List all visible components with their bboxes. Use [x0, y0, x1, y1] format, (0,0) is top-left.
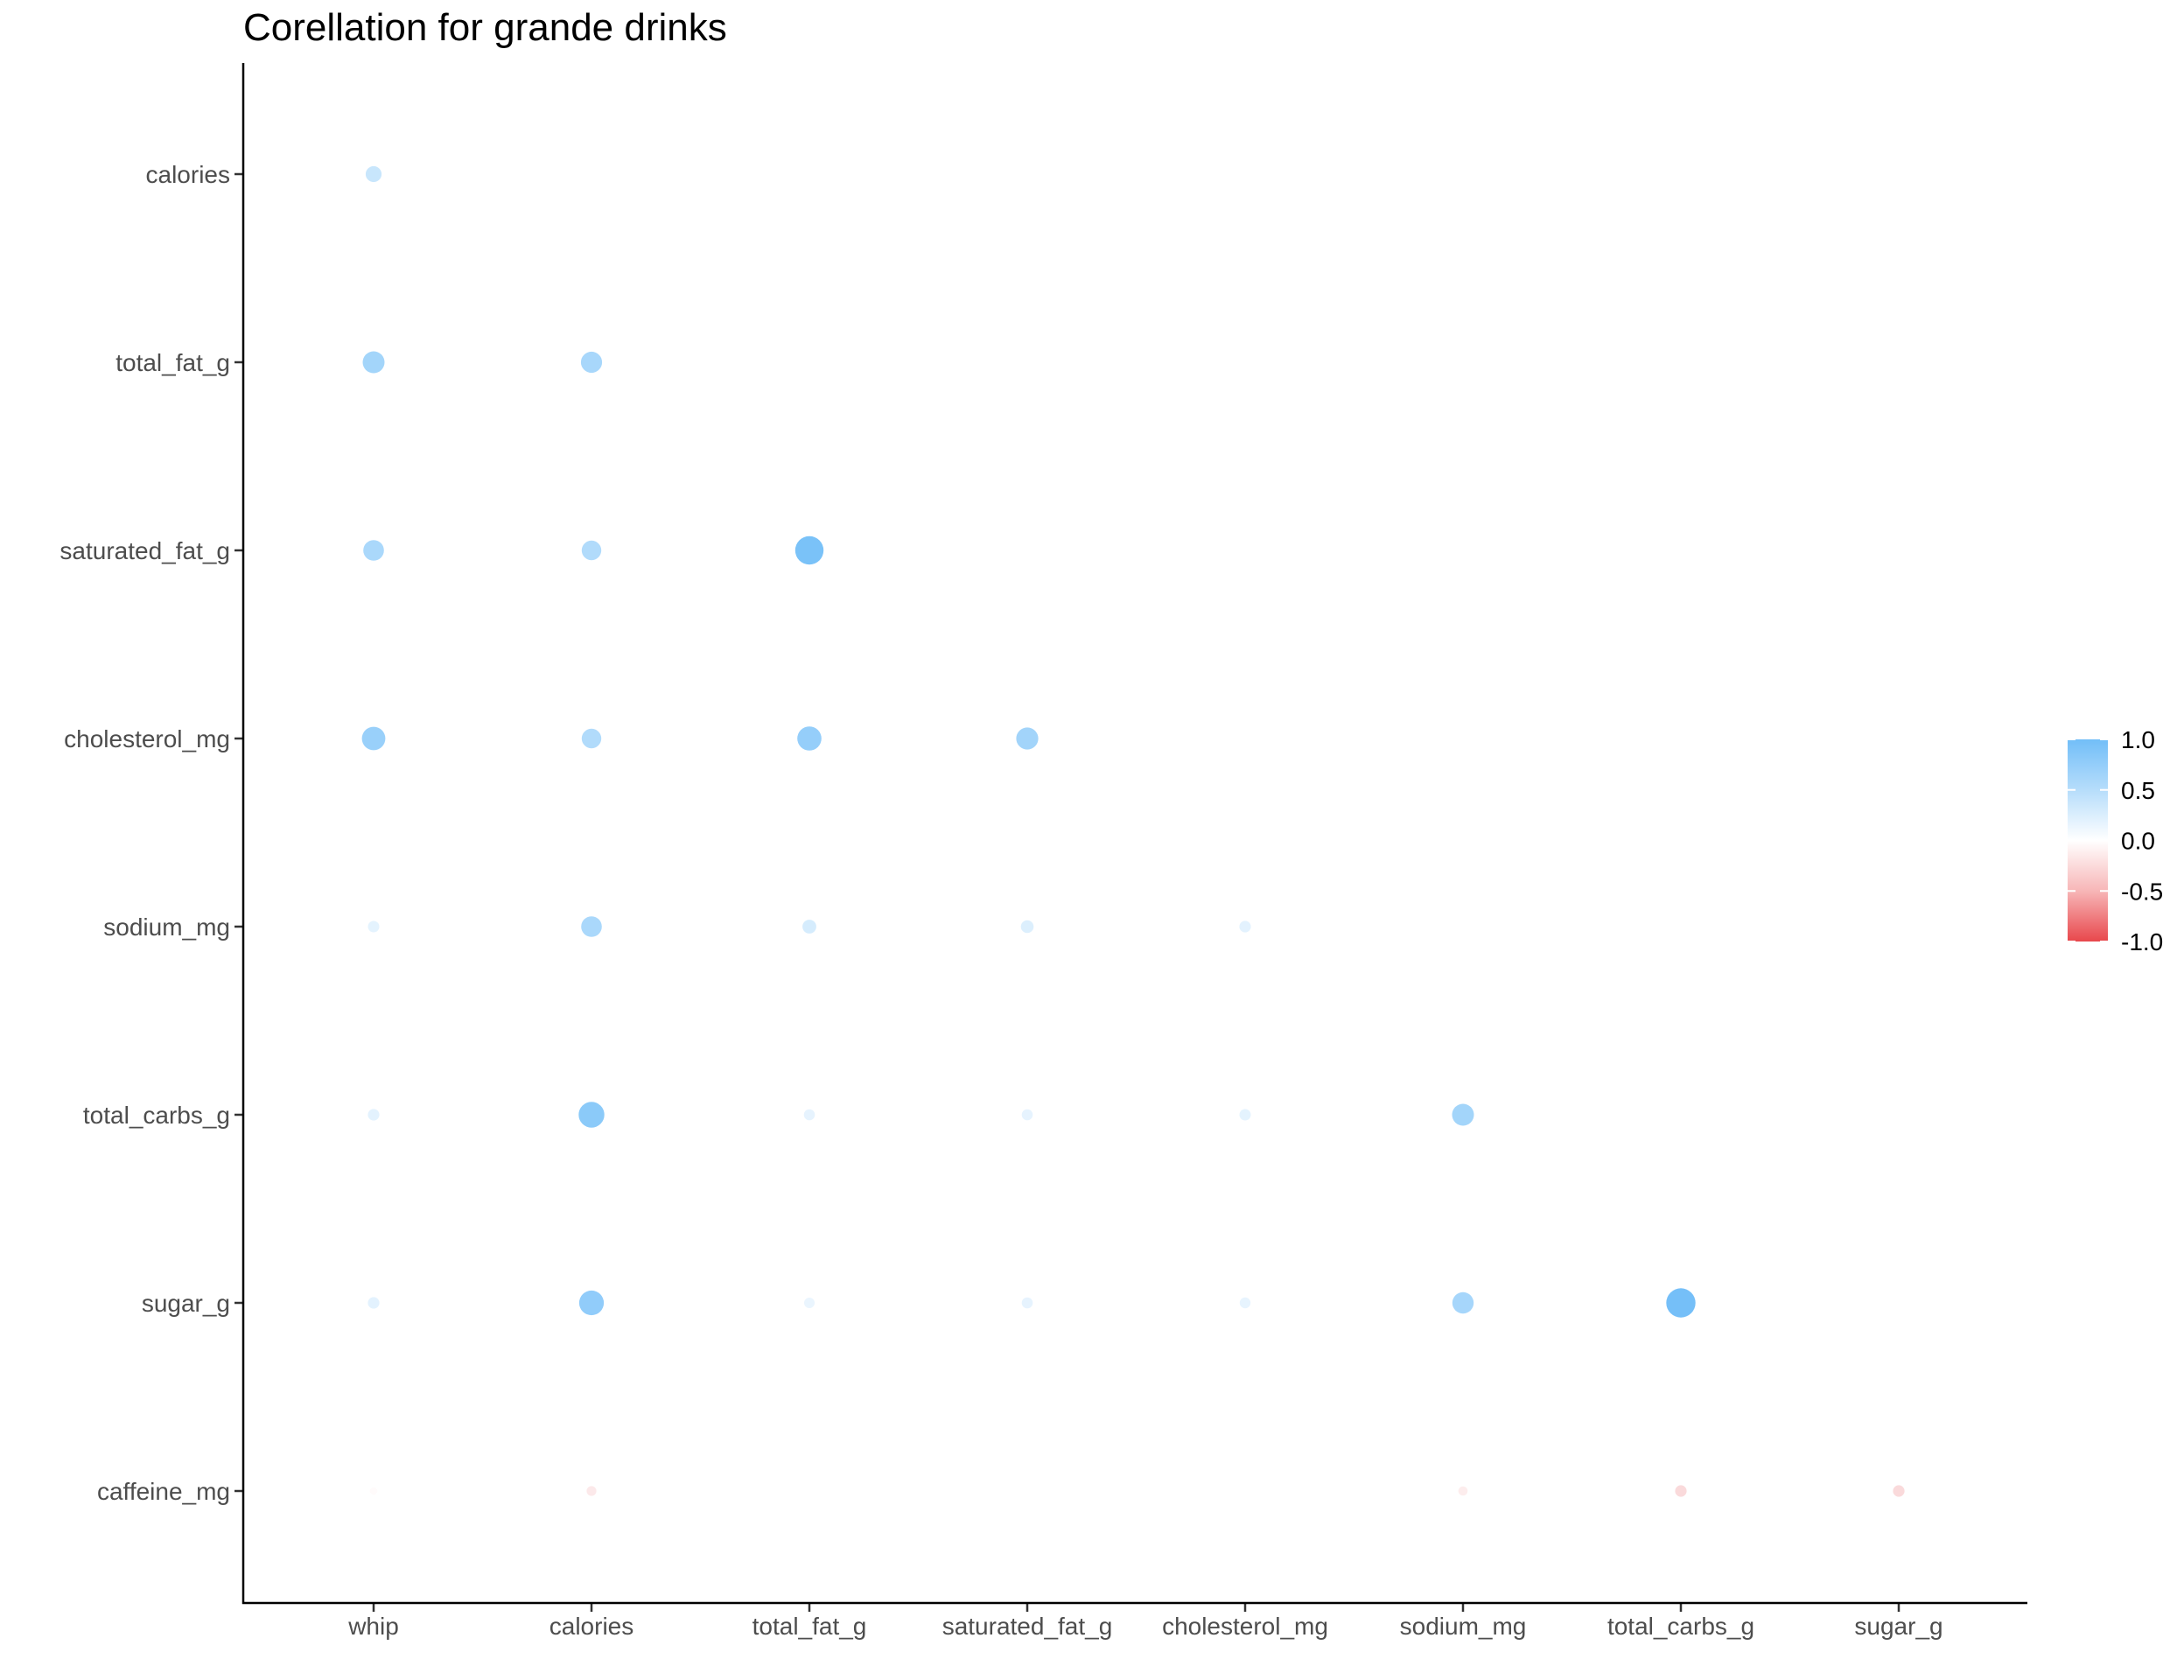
- correlation-point: [368, 920, 380, 933]
- x-tick-label: calories: [550, 1613, 634, 1640]
- y-tick-label: caffeine_mg: [97, 1478, 230, 1505]
- correlation-point: [369, 1487, 378, 1495]
- correlation-point: [1239, 920, 1251, 933]
- legend-tick-label: -1.0: [2121, 928, 2163, 956]
- y-tick-label: cholesterol_mg: [64, 725, 230, 752]
- x-tick-label: total_carbs_g: [1607, 1613, 1754, 1640]
- y-tick-label: saturated_fat_g: [60, 537, 230, 564]
- correlation-point: [1666, 1288, 1696, 1318]
- y-axis: calories total_fat_g saturated_fat_gcholes…: [60, 161, 243, 1505]
- correlation-point: [362, 351, 385, 374]
- y-tick-label: sodium_mg: [103, 914, 230, 941]
- legend-tick-label: -0.5: [2121, 878, 2163, 905]
- correlation-point: [1239, 1109, 1251, 1121]
- correlation-point: [586, 1486, 597, 1496]
- chart-title: Corellation for grande drinks: [243, 6, 727, 49]
- correlation-point: [797, 726, 822, 751]
- correlation-point: [1452, 1103, 1474, 1126]
- correlation-point: [1675, 1485, 1687, 1497]
- x-tick-label: cholesterol_mg: [1162, 1613, 1328, 1640]
- color-legend: 1.0 0.5 0.0 -0.5 -1.0: [2068, 726, 2163, 956]
- correlation-point: [1458, 1486, 1468, 1496]
- correlation-point: [368, 1109, 380, 1121]
- correlation-point: [578, 1102, 605, 1128]
- correlation-point: [794, 536, 824, 565]
- correlation-point: [1893, 1485, 1905, 1497]
- correlation-point: [804, 1298, 815, 1308]
- correlation-point: [803, 1109, 816, 1121]
- legend-tick-label: 0.0: [2121, 828, 2155, 855]
- y-tick-label: sugar_g: [142, 1290, 230, 1317]
- correlation-point: [1020, 920, 1034, 934]
- x-tick-label: sugar_g: [1854, 1613, 1942, 1640]
- correlation-point: [802, 920, 816, 934]
- correlation-point: [1021, 1109, 1033, 1121]
- correlation-point: [365, 165, 382, 183]
- correlation-point: [581, 540, 602, 561]
- correlation-point: [581, 728, 602, 749]
- correlation-point: [581, 916, 602, 937]
- legend-tick-label: 0.5: [2121, 777, 2155, 804]
- correlation-point: [1239, 1297, 1251, 1309]
- x-tick-label: saturated_fat_g: [942, 1613, 1113, 1640]
- x-axis: whip calories total_fat_g saturated_fat_g ch…: [347, 1603, 1943, 1640]
- x-tick-label: whip: [347, 1613, 399, 1640]
- legend-ticks: 1.0 0.5 0.0 -0.5 -1.0: [2068, 726, 2163, 956]
- x-tick-label: total_fat_g: [752, 1613, 867, 1640]
- correlation-point: [363, 540, 384, 561]
- y-tick-label: calories: [146, 161, 230, 188]
- y-tick-label: total_carbs_g: [83, 1102, 230, 1129]
- correlation-point: [1452, 1292, 1474, 1314]
- correlation-point: [580, 351, 603, 374]
- correlation-point: [368, 1297, 380, 1309]
- points-layer: [361, 165, 1905, 1497]
- correlation-point: [1021, 1297, 1033, 1309]
- correlation-point: [578, 1290, 605, 1316]
- legend-tick-label: 1.0: [2121, 726, 2155, 753]
- y-tick-label: total_fat_g: [116, 349, 230, 376]
- x-tick-label: sodium_mg: [1400, 1613, 1527, 1640]
- correlation-point: [1016, 727, 1039, 750]
- correlation-point: [361, 726, 386, 751]
